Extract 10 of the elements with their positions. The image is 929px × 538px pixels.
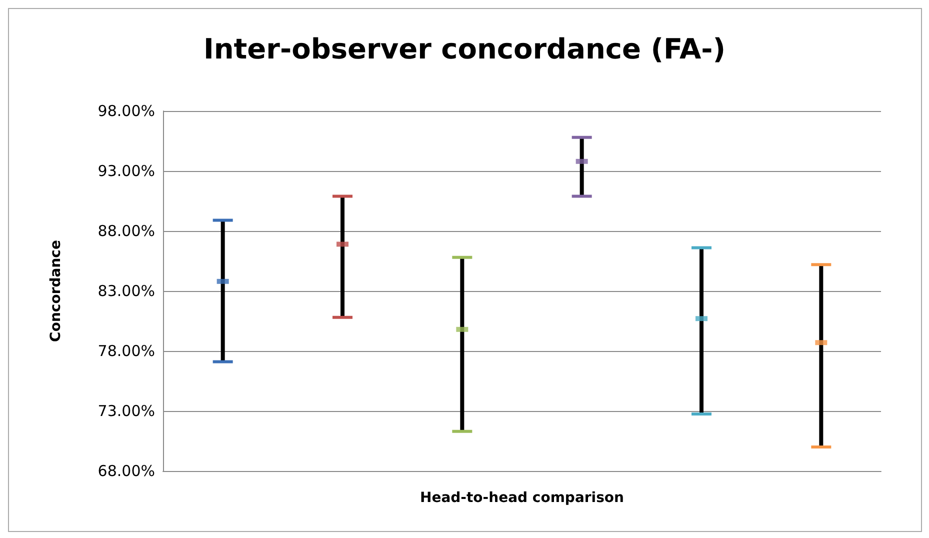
chart-title: Inter-observer concordance (FA-) [203, 32, 726, 66]
y-tick-label: 83.00% [98, 282, 155, 300]
y-tick-label: 93.00% [98, 162, 155, 180]
y-tick-label: 73.00% [98, 402, 155, 420]
x-axis-title: Head-to-head comparison [420, 490, 624, 506]
y-axis-title: Concordance [48, 240, 64, 342]
y-tick-label: 98.00% [98, 102, 155, 120]
y-tick-label: 88.00% [98, 222, 155, 240]
y-tick-label: 78.00% [98, 342, 155, 360]
y-tick-label: 68.00% [98, 462, 155, 480]
